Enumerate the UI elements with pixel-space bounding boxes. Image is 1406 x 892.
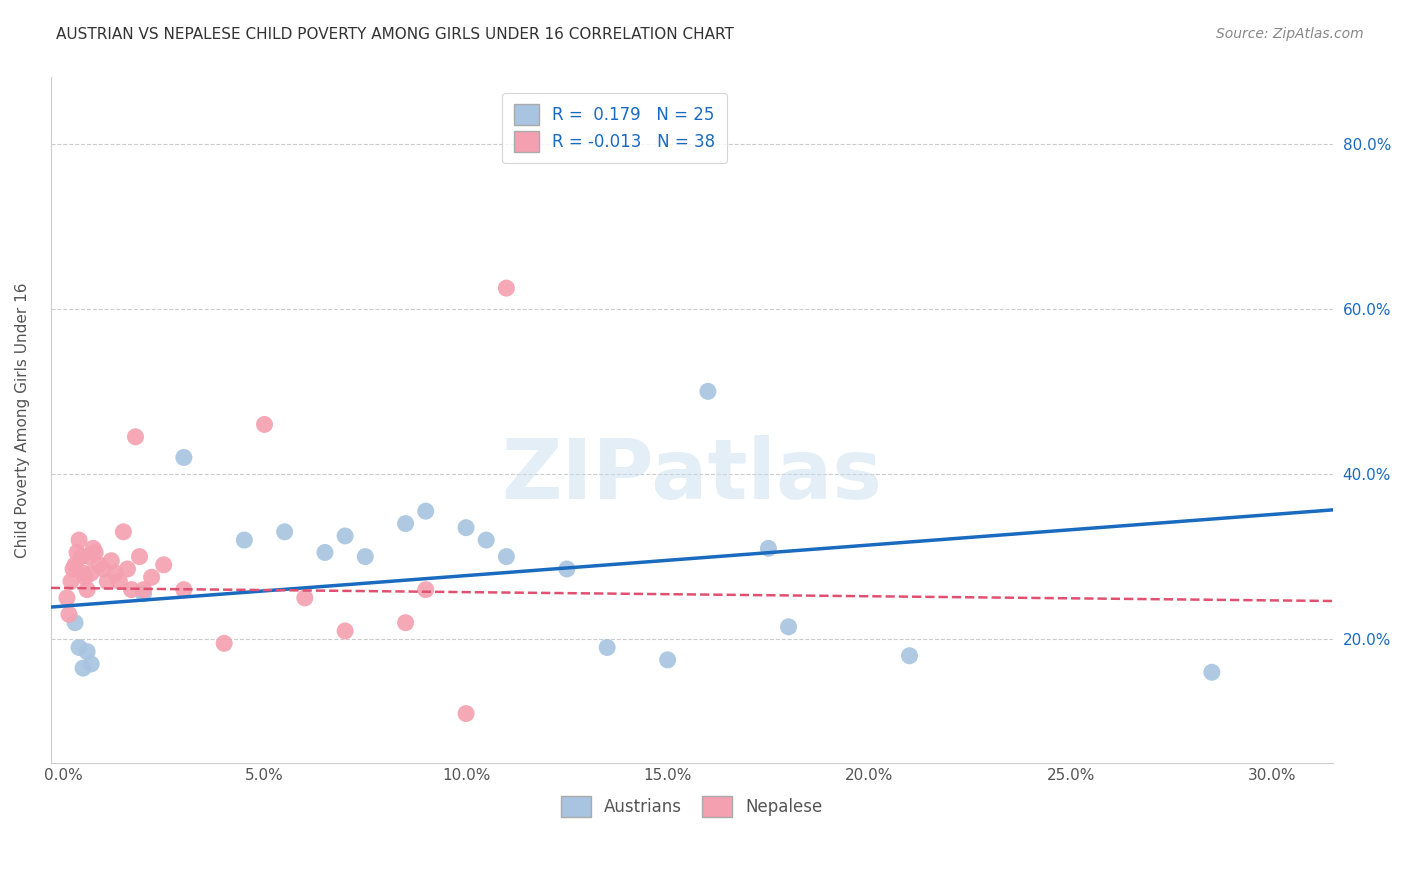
Point: [314, 545, 336, 559]
Point: [495, 281, 517, 295]
Point: [100, 554, 122, 568]
Point: [75, 570, 97, 584]
Point: [253, 417, 276, 432]
Point: [333, 529, 356, 543]
Point: [778, 620, 800, 634]
Point: [77, 549, 100, 564]
Point: [72, 566, 94, 581]
Point: [354, 549, 377, 564]
Point: [495, 549, 517, 564]
Point: [152, 558, 174, 572]
Point: [141, 570, 163, 584]
Point: [80, 657, 103, 671]
Point: [212, 636, 235, 650]
Point: [657, 653, 679, 667]
Point: [132, 587, 155, 601]
Point: [394, 615, 416, 630]
Point: [63, 558, 86, 572]
Point: [117, 562, 139, 576]
Point: [132, 582, 155, 597]
Point: [1201, 665, 1223, 680]
Point: [454, 521, 477, 535]
Point: [84, 545, 107, 559]
Point: [112, 524, 135, 539]
Point: [82, 541, 104, 556]
Point: [89, 558, 111, 572]
Point: [67, 533, 90, 547]
Point: [454, 706, 477, 721]
Point: [697, 384, 720, 399]
Point: [273, 524, 295, 539]
Y-axis label: Child Poverty Among Girls Under 16: Child Poverty Among Girls Under 16: [15, 283, 30, 558]
Point: [124, 430, 146, 444]
Point: [898, 648, 921, 663]
Point: [333, 624, 356, 638]
Legend: Austrians, Nepalese: Austrians, Nepalese: [554, 789, 830, 823]
Point: [475, 533, 498, 547]
Point: [62, 562, 84, 576]
Point: [596, 640, 619, 655]
Text: AUSTRIAN VS NEPALESE CHILD POVERTY AMONG GIRLS UNDER 16 CORRELATION CHART: AUSTRIAN VS NEPALESE CHILD POVERTY AMONG…: [56, 27, 734, 42]
Point: [76, 582, 98, 597]
Point: [96, 574, 118, 589]
Point: [394, 516, 416, 531]
Point: [59, 574, 82, 589]
Point: [294, 591, 316, 605]
Point: [56, 591, 79, 605]
Point: [415, 582, 437, 597]
Point: [76, 644, 98, 658]
Point: [80, 566, 103, 581]
Point: [70, 549, 93, 564]
Point: [758, 541, 780, 556]
Point: [67, 640, 90, 655]
Point: [91, 562, 114, 576]
Point: [555, 562, 578, 576]
Point: [128, 549, 150, 564]
Point: [173, 450, 195, 465]
Point: [72, 661, 94, 675]
Point: [120, 582, 142, 597]
Text: Source: ZipAtlas.com: Source: ZipAtlas.com: [1216, 27, 1364, 41]
Point: [415, 504, 437, 518]
Point: [58, 607, 80, 622]
Point: [233, 533, 256, 547]
Point: [108, 574, 131, 589]
Point: [63, 615, 86, 630]
Point: [66, 545, 89, 559]
Point: [173, 582, 195, 597]
Text: ZIPatlas: ZIPatlas: [502, 434, 883, 516]
Point: [104, 566, 127, 581]
